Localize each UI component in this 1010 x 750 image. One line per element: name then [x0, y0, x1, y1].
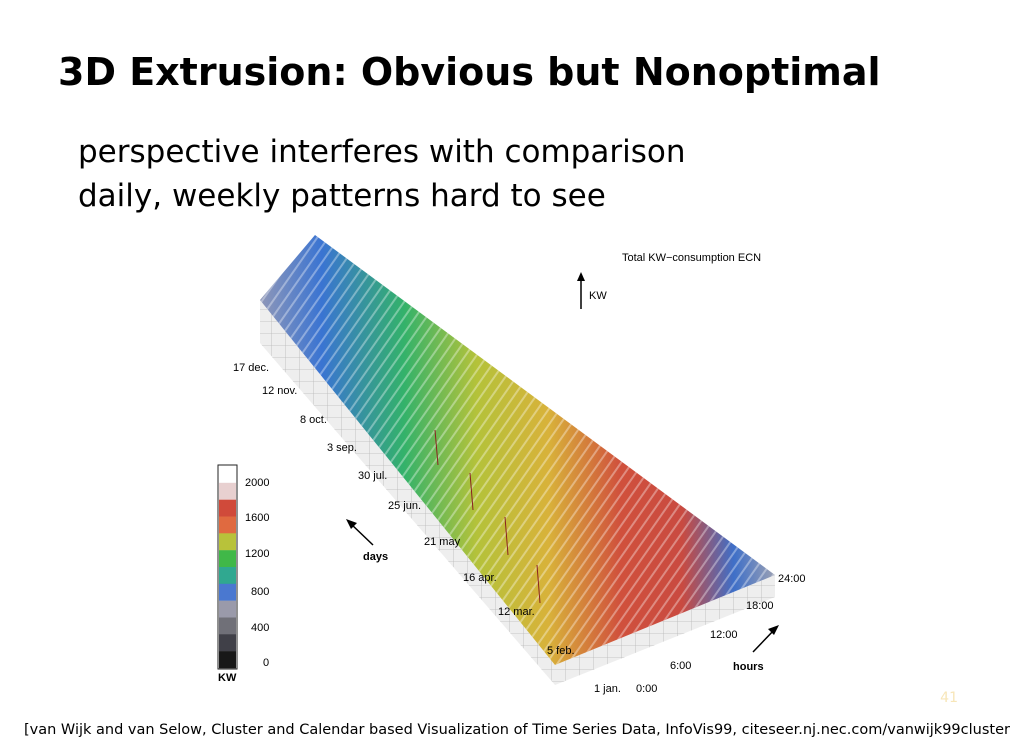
legend-swatch: [219, 583, 236, 601]
date-tick: 30 jul.: [358, 470, 387, 482]
legend-tick: 2000: [245, 477, 269, 489]
legend-swatch: [219, 550, 236, 568]
hour-ticks: 0:00 6:00 12:00 18:00 24:00: [636, 573, 806, 695]
days-label: days: [363, 551, 388, 563]
legend-swatch: [219, 600, 236, 618]
legend-swatch: [219, 651, 236, 669]
date-tick: 25 jun.: [388, 500, 421, 512]
date-tick: 21 may: [424, 536, 461, 548]
hours-arrow-shaft: [752, 628, 776, 653]
extrusion-figure: Total KW−consumption ECN KW 17 dec. 12 n…: [215, 225, 815, 700]
citation: [van Wijk and van Selow, Cluster and Cal…: [24, 722, 1010, 738]
hour-tick: 6:00: [670, 660, 691, 672]
legend-swatch: [219, 567, 236, 585]
date-tick: 12 nov.: [262, 385, 297, 397]
month-line: [504, 516, 509, 556]
left-wall: [260, 300, 555, 685]
month-line: [536, 564, 541, 604]
date-tick: 17 dec.: [233, 362, 269, 374]
legend-tick: 1600: [245, 512, 269, 524]
extrusion-body: [260, 235, 775, 685]
legend-frame: [217, 464, 238, 670]
front-wall: [555, 575, 775, 685]
kw-arrow-icon: [577, 272, 585, 281]
color-legend: 2000 1600 1200 800 400 0 KW: [217, 464, 269, 684]
month-line: [434, 429, 439, 466]
legend-tick: 0: [263, 657, 269, 669]
legend-swatch: [219, 499, 236, 517]
legend-swatch: [219, 516, 236, 534]
legend-tick: 800: [251, 586, 269, 598]
legend-swatch: [219, 466, 236, 484]
date-tick: 5 feb.: [547, 645, 575, 657]
hours-arrow-icon: [768, 625, 779, 635]
date-tick: 8 oct.: [300, 414, 327, 426]
legend-swatches: [219, 466, 236, 669]
hour-tick: 12:00: [710, 629, 738, 641]
legend-tick: 400: [251, 622, 269, 634]
days-arrow-shaft: [349, 522, 374, 546]
slide-title: 3D Extrusion: Obvious but Nonoptimal: [58, 50, 881, 94]
hour-tick: 0:00: [636, 683, 657, 695]
date-ticks: 17 dec. 12 nov. 8 oct. 3 sep. 30 jul. 25…: [233, 362, 621, 695]
legend-swatch: [219, 482, 236, 500]
days-arrow-icon: [346, 519, 357, 529]
legend-tick: 1200: [245, 548, 269, 560]
bullet-list: perspective interferes with comparison d…: [78, 130, 685, 218]
kw-axis-label: KW: [589, 290, 607, 302]
month-line: [469, 472, 474, 511]
figure-title: Total KW−consumption ECN: [622, 252, 761, 264]
legend-unit: KW: [218, 672, 237, 684]
extrusion-plot: Total KW−consumption ECN KW 17 dec. 12 n…: [217, 235, 806, 695]
hours-label: hours: [733, 661, 764, 673]
date-tick: 3 sep.: [327, 442, 357, 454]
date-tick: 1 jan.: [594, 683, 621, 695]
hour-tick: 18:00: [746, 600, 774, 612]
hour-tick: 24:00: [778, 573, 806, 585]
legend-swatch: [219, 617, 236, 635]
slide-number: 41: [940, 690, 958, 706]
legend-swatch: [219, 634, 236, 652]
bullet-perspective: perspective interferes with comparison: [78, 134, 686, 170]
bullet-patterns: daily, weekly patterns hard to see: [78, 178, 606, 214]
legend-swatch: [219, 533, 236, 551]
top-texture: [260, 235, 775, 665]
date-tick: 16 apr.: [463, 572, 497, 584]
date-tick: 12 mar.: [498, 606, 535, 618]
